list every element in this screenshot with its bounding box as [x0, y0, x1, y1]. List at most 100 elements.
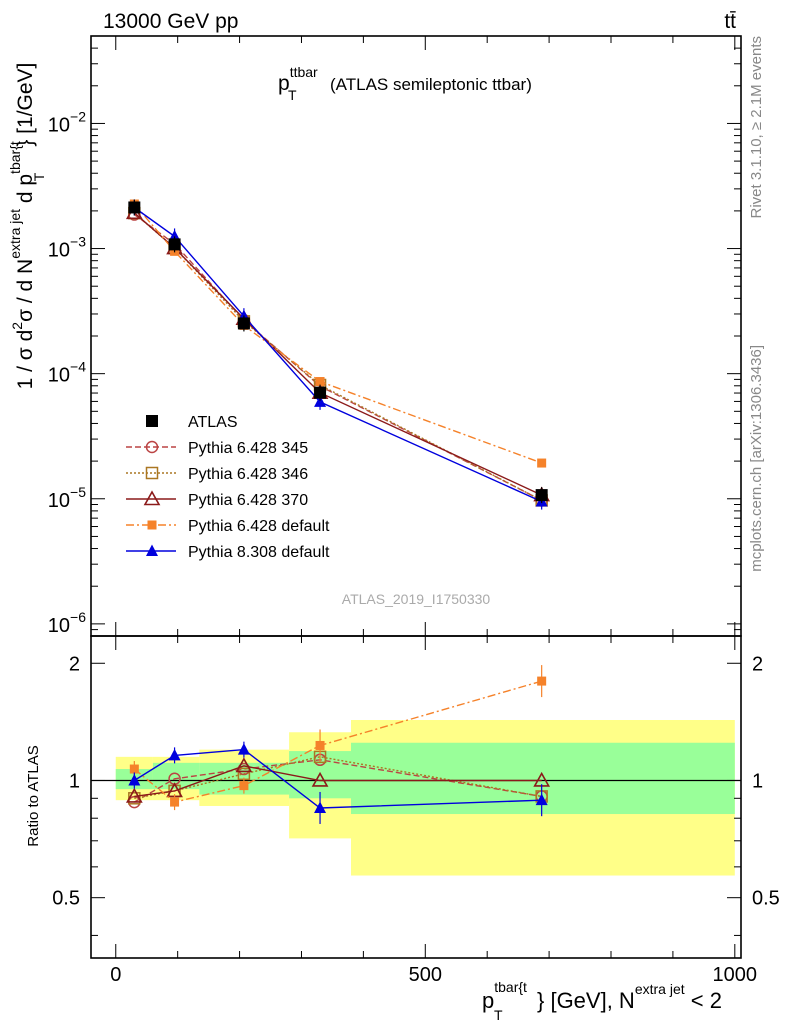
ratio-y-tick-label-right: 0.5	[752, 888, 780, 910]
legend-label: Pythia 6.428 370	[188, 492, 308, 509]
plot-title-main: p	[278, 72, 290, 95]
mcplots-label: mcplots.cern.ch [arXiv:1306.3436]	[748, 345, 765, 572]
data-point	[535, 489, 548, 502]
legend-label: ATLAS	[188, 414, 238, 431]
energy-label: 13000 GeV pp	[103, 10, 238, 33]
process-label: tt̄	[724, 10, 736, 33]
ratio-y-tick-label-right: 2	[752, 653, 763, 675]
ratio-point	[237, 743, 250, 755]
ratio-y-tick-label: 1	[69, 770, 80, 792]
ratio-point	[239, 781, 249, 791]
series-line-5	[133, 206, 542, 503]
ratio-y-tick-label: 0.5	[52, 888, 80, 910]
main-panel: 10−610−510−410−310−2	[48, 35, 742, 637]
y-label-sub3: T	[31, 172, 47, 181]
y-label-sup2: extra jet	[7, 209, 23, 259]
series-line-1	[133, 213, 543, 502]
legend: ATLAS Pythia 6.428 345 Pythia 6.428 346 Pyt…	[126, 414, 330, 561]
y-label-part4: } [1/GeV]	[14, 63, 37, 147]
data-point	[168, 238, 181, 251]
ratio-y-tick-label: 2	[69, 653, 80, 675]
y-label-part1: 1 / σ d	[14, 330, 37, 390]
tick-base: 10	[48, 490, 70, 512]
legend-entry: Pythia 6.428 370	[126, 490, 308, 509]
x-label-sup1: tbar{t	[494, 979, 527, 995]
x-label-part2: } [GeV], N	[537, 988, 635, 1013]
legend-entry: Pythia 6.428 345	[126, 440, 308, 457]
main-y-axis-label: 1 / σ d2σ / d Nextra jet d ptbar{t T } [1/…	[7, 63, 47, 390]
tick-exponent: −5	[70, 484, 86, 500]
main-plot-content	[125, 199, 551, 510]
legend-marker	[145, 466, 159, 480]
plot-title: pttbar T (ATLAS semileptonic ttbar)	[278, 64, 532, 103]
legend-label: Pythia 6.428 default	[188, 518, 330, 535]
legend-label: Pythia 8.308 default	[188, 544, 330, 561]
ratio-series-3	[129, 665, 547, 811]
legend-entry: Pythia 6.428 default	[126, 518, 330, 535]
ratio-panel: 0.5 0.5 1 1 2 2 0 500 1000	[52, 635, 780, 986]
x-label-sub1: T	[494, 1007, 503, 1023]
legend-marker	[146, 415, 158, 427]
ratio-y-tick-label-right: 1	[752, 770, 763, 792]
y-label-part3: d p	[14, 174, 37, 209]
data-point	[128, 201, 141, 214]
x-tick-label: 1000	[713, 964, 758, 986]
ratio-point	[168, 748, 181, 761]
data-point	[314, 395, 327, 407]
x-tick-label: 0	[110, 964, 121, 986]
ratio-series-4	[128, 741, 548, 824]
ratio-plot-content	[91, 665, 741, 876]
y-label-sup3: tbar{t	[7, 141, 23, 174]
ratio-tick-labels: 0.5 0.5 1 1 2 2 0 500 1000	[52, 653, 780, 986]
series-2	[128, 206, 548, 507]
legend-label: Pythia 6.428 346	[188, 466, 308, 483]
ratio-point	[535, 793, 548, 806]
y-tick-label: 10−6	[48, 609, 86, 637]
ratio-point	[128, 773, 141, 786]
x-label-part3: < 2	[685, 988, 722, 1013]
legend-entry: ATLAS	[146, 414, 238, 431]
ratio-point	[314, 801, 327, 813]
series-line-2	[133, 212, 543, 502]
ratio-point	[129, 764, 139, 774]
tick-base: 10	[48, 365, 70, 387]
ratio-point	[235, 757, 253, 773]
series-5	[128, 199, 548, 510]
x-label-sup2: extra jet	[635, 981, 685, 997]
legend-marker	[147, 520, 157, 530]
legend-entry: Pythia 6.428 346	[126, 466, 308, 483]
x-label-part1: p	[482, 988, 494, 1013]
plot-title-sup: ttbar	[290, 64, 318, 80]
data-point	[537, 458, 547, 468]
rivet-label: Rivet 3.1.10, ≥ 2.1M events	[748, 36, 765, 219]
y-label-part2: σ / d N	[14, 259, 37, 322]
plot-title-suffix: (ATLAS semileptonic ttbar)	[330, 75, 532, 94]
ratio-point	[537, 676, 547, 686]
data-point	[315, 377, 325, 387]
y-tick-label: 10−4	[48, 359, 86, 387]
y-label-sup1: 2	[9, 322, 25, 330]
tick-base: 10	[48, 240, 70, 262]
main-axis-ticks	[91, 35, 741, 637]
ratio-point	[170, 797, 180, 807]
tick-base: 10	[48, 114, 70, 136]
series-0	[128, 199, 548, 504]
y-tick-label: 10−3	[48, 234, 86, 262]
legend-marker	[145, 440, 159, 454]
legend-label: Pythia 6.428 345	[188, 440, 308, 457]
tick-exponent: −2	[70, 108, 86, 124]
tick-exponent: −6	[70, 609, 86, 625]
ratio-panel-frame	[90, 635, 742, 959]
plot-title-sub: T	[288, 87, 297, 103]
series-1	[128, 208, 548, 507]
ratio-point	[125, 787, 143, 803]
ratio-line	[133, 759, 542, 803]
tick-exponent: −3	[70, 234, 86, 250]
ratio-axis-ticks	[91, 636, 741, 958]
tick-exponent: −4	[70, 359, 86, 375]
data-point	[237, 317, 250, 330]
ratio-y-axis-label: Ratio to ATLAS	[25, 745, 42, 846]
legend-marker	[143, 490, 161, 506]
y-tick-label: 10−5	[48, 484, 86, 512]
